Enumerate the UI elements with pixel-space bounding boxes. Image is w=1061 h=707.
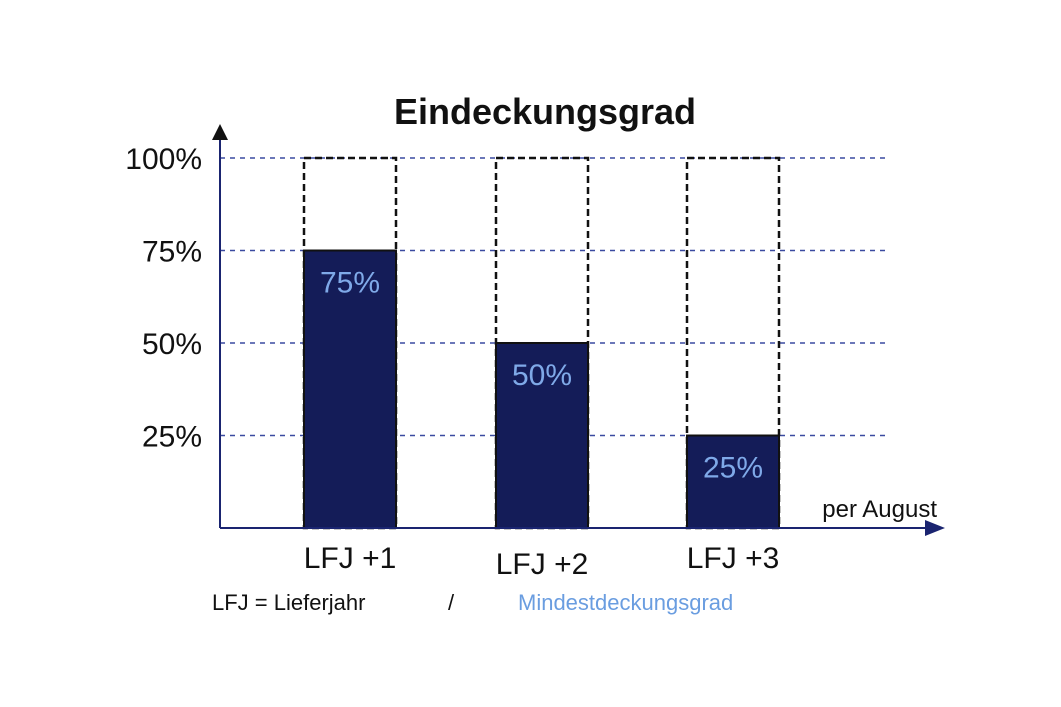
y-tick-label-50: 50% bbox=[142, 328, 202, 361]
y-tick-label-75: 75% bbox=[142, 236, 202, 269]
bar-value-label-2: 50% bbox=[512, 359, 572, 392]
x-category-label-3: LFJ +3 bbox=[687, 542, 780, 575]
x-axis-arrow-icon bbox=[925, 520, 945, 536]
bar-3 bbox=[686, 434, 780, 529]
bar-1 bbox=[303, 249, 397, 529]
footnote-separator: / bbox=[448, 590, 455, 615]
x-category-label-2: LFJ +2 bbox=[496, 548, 589, 581]
x-category-label-1: LFJ +1 bbox=[304, 542, 397, 575]
y-tick-label-25: 25% bbox=[142, 421, 202, 454]
axes-layer bbox=[212, 124, 945, 536]
y-tick-label-100: 100% bbox=[125, 143, 202, 176]
labels-layer: 25% 50% 75% 100% 75% LFJ +1 50% LFJ +2 25% LFJ +3 bbox=[125, 143, 779, 581]
chart-title: Eindeckungsgrad bbox=[394, 91, 696, 132]
x-axis-label: per August bbox=[822, 496, 937, 523]
bar-2 bbox=[495, 342, 589, 529]
footnote-text: LFJ = Lieferjahr bbox=[212, 590, 365, 615]
legend-label-target: Mindestdeckungsgrad bbox=[518, 590, 733, 615]
bar-value-label-1: 75% bbox=[320, 267, 380, 300]
bar-value-label-3: 25% bbox=[703, 452, 763, 485]
y-axis-arrow-icon bbox=[212, 124, 228, 140]
